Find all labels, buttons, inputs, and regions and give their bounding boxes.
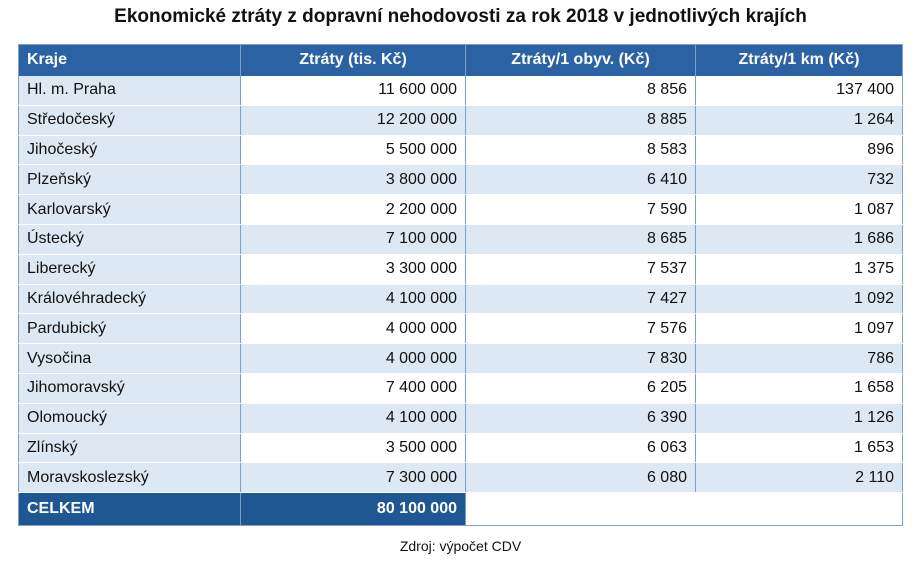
- per-km-cell: 1 097: [695, 313, 903, 345]
- losses-cell: 3 800 000: [240, 164, 466, 196]
- region-cell: Hl. m. Praha: [18, 75, 241, 106]
- per-capita-cell: 8 685: [465, 224, 696, 255]
- region-cell: Liberecký: [18, 254, 241, 285]
- per-km-cell: 1 087: [695, 194, 903, 225]
- table-row: Jihomoravský 7 400 000 6 205 1 658: [18, 373, 903, 404]
- losses-cell: 4 000 000: [240, 313, 466, 345]
- losses-table: Kraje Ztráty (tis. Kč) Ztráty/1 obyv. (K…: [18, 44, 903, 527]
- total-label: CELKEM: [18, 492, 241, 526]
- table-row: Ústecký 7 100 000 8 685 1 686: [18, 224, 903, 255]
- per-capita-cell: 6 063: [465, 433, 696, 464]
- per-capita-cell: 7 427: [465, 284, 696, 315]
- per-capita-cell: 7 537: [465, 254, 696, 285]
- table-row: Moravskoslezský 7 300 000 6 080 2 110: [18, 462, 903, 494]
- region-cell: Královéhradecký: [18, 284, 241, 315]
- region-cell: Zlínský: [18, 433, 241, 464]
- region-cell: Ústecký: [18, 224, 241, 255]
- losses-cell: 2 200 000: [240, 194, 466, 225]
- table-row: Pardubický 4 000 000 7 576 1 097: [18, 313, 903, 345]
- per-capita-cell: 6 080: [465, 462, 696, 494]
- region-cell: Vysočina: [18, 343, 241, 374]
- table-row: Hl. m. Praha 11 600 000 8 856 137 400: [18, 75, 903, 106]
- table-row: Jihočeský 5 500 000 8 583 896: [18, 135, 903, 166]
- table-body: Hl. m. Praha 11 600 000 8 856 137 400 Středo…: [18, 75, 903, 494]
- losses-cell: 4 000 000: [240, 343, 466, 374]
- source-note: Zdroj: výpočet CDV: [399, 538, 522, 554]
- region-cell: Středočeský: [18, 105, 241, 136]
- per-capita-cell: 8 856: [465, 75, 696, 106]
- total-empty-cell: [695, 492, 903, 526]
- losses-cell: 12 200 000: [240, 105, 466, 136]
- table-row: Plzeňský 3 800 000 6 410 732: [18, 164, 903, 196]
- region-cell: Karlovarský: [18, 194, 241, 225]
- region-cell: Pardubický: [18, 313, 241, 345]
- per-km-cell: 1 658: [695, 373, 903, 404]
- per-km-cell: 1 264: [695, 105, 903, 136]
- total-empty-cell: [465, 492, 696, 526]
- losses-cell: 7 400 000: [240, 373, 466, 404]
- table-row: Zlínský 3 500 000 6 063 1 653: [18, 433, 903, 464]
- table-row: Olomoucký 4 100 000 6 390 1 126: [18, 403, 903, 434]
- per-capita-cell: 6 410: [465, 164, 696, 196]
- header-row: Kraje Ztráty (tis. Kč) Ztráty/1 obyv. (K…: [18, 44, 903, 76]
- losses-cell: 3 500 000: [240, 433, 466, 464]
- per-km-cell: 732: [695, 164, 903, 196]
- total-value: 80 100 000: [240, 492, 466, 526]
- total-row: CELKEM 80 100 000: [18, 492, 903, 526]
- region-cell: Plzeňský: [18, 164, 241, 196]
- losses-cell: 4 100 000: [240, 284, 466, 315]
- region-cell: Jihomoravský: [18, 373, 241, 404]
- per-capita-cell: 7 830: [465, 343, 696, 374]
- per-capita-cell: 7 590: [465, 194, 696, 225]
- table-title: Ekonomické ztráty z dopravní nehodovosti…: [114, 6, 807, 27]
- header-ztraty-km: Ztráty/1 km (Kč): [695, 44, 903, 76]
- losses-cell: 7 300 000: [240, 462, 466, 494]
- per-capita-cell: 6 205: [465, 373, 696, 404]
- per-km-cell: 1 375: [695, 254, 903, 285]
- table-row: Středočeský 12 200 000 8 885 1 264: [18, 105, 903, 136]
- per-km-cell: 1 092: [695, 284, 903, 315]
- per-km-cell: 2 110: [695, 462, 903, 494]
- header-ztraty: Ztráty (tis. Kč): [240, 44, 466, 76]
- per-capita-cell: 6 390: [465, 403, 696, 434]
- per-km-cell: 1 126: [695, 403, 903, 434]
- table-row: Liberecký 3 300 000 7 537 1 375: [18, 254, 903, 285]
- region-cell: Jihočeský: [18, 135, 241, 166]
- per-km-cell: 137 400: [695, 75, 903, 106]
- table-row: Karlovarský 2 200 000 7 590 1 087: [18, 194, 903, 225]
- losses-cell: 4 100 000: [240, 403, 466, 434]
- header-ztraty-obyv: Ztráty/1 obyv. (Kč): [465, 44, 696, 76]
- per-capita-cell: 7 576: [465, 313, 696, 345]
- region-cell: Olomoucký: [18, 403, 241, 434]
- per-km-cell: 1 686: [695, 224, 903, 255]
- header-kraje: Kraje: [18, 44, 241, 76]
- table-row: Královéhradecký 4 100 000 7 427 1 092: [18, 284, 903, 315]
- per-km-cell: 1 653: [695, 433, 903, 464]
- losses-cell: 5 500 000: [240, 135, 466, 166]
- losses-cell: 3 300 000: [240, 254, 466, 285]
- per-km-cell: 896: [695, 135, 903, 166]
- region-cell: Moravskoslezský: [18, 462, 241, 494]
- per-capita-cell: 8 583: [465, 135, 696, 166]
- losses-cell: 7 100 000: [240, 224, 466, 255]
- per-capita-cell: 8 885: [465, 105, 696, 136]
- table-row: Vysočina 4 000 000 7 830 786: [18, 343, 903, 374]
- per-km-cell: 786: [695, 343, 903, 374]
- losses-cell: 11 600 000: [240, 75, 466, 106]
